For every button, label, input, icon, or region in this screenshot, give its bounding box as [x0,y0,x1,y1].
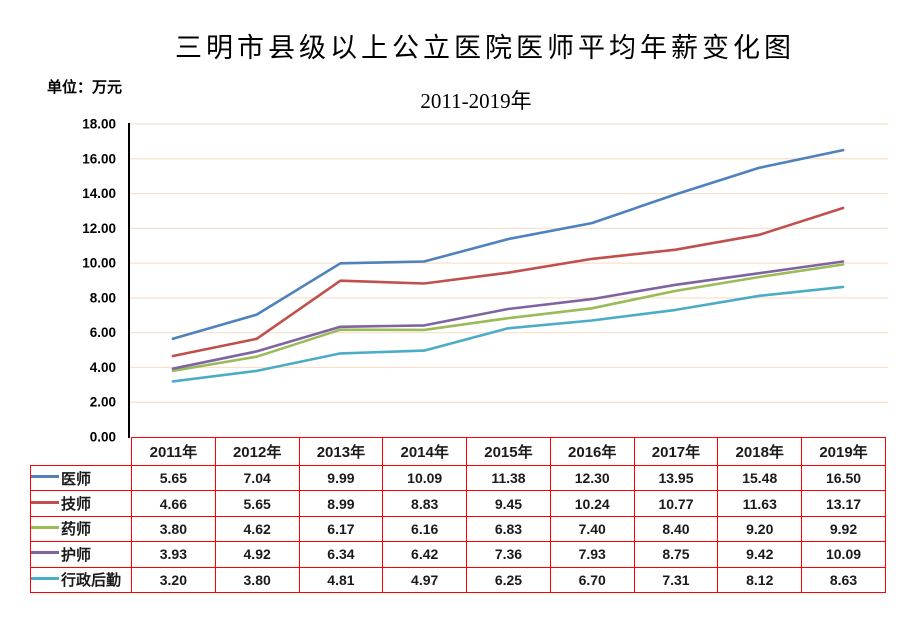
y-axis-tick-label: 16.00 [82,151,116,166]
value-cell: 11.38 [466,464,551,492]
data-table: 2011年 2012年 2013年 2014年 2015年 2016年 2017年 2018年… [30,437,886,593]
unit-label: 单位：万元 [47,79,123,96]
value-cell: 4.62 [214,515,300,543]
legend-label: 医师 [61,470,92,488]
chart-subtitle: 2011-2019年 [420,89,532,113]
y-axis-tick-label: 10.00 [82,256,116,271]
table-header-row: 2011年 2012年 2013年 2014年 2015年 2016年 2017年 2018年… [31,437,886,466]
legend-line-icon [31,576,59,580]
value-cell: 9.45 [466,490,551,517]
value-cell: 10.24 [549,490,635,517]
value-cell: 10.09 [382,464,468,492]
legend-cell-技师: 技师 [30,490,132,517]
value-cell: 4.81 [298,566,384,593]
legend-cell-药师: 药师 [30,515,132,543]
value-cell: 6.17 [298,515,384,543]
value-cell: 9.42 [717,541,803,568]
value-cell: 8.99 [298,490,384,517]
value-cell: 11.63 [717,490,803,517]
value-cell: 3.20 [131,566,216,593]
y-axis-tick-label: 8.00 [90,290,116,305]
year-header-cell: 2018年 [717,437,803,466]
year-header-cell: 2016年 [549,437,635,466]
value-cell: 7.93 [549,541,635,568]
series-line-护师 [171,260,845,371]
table-row: 医师 5.65 7.04 9.99 10.09 11.38 12.30 13.95 15.48 1… [30,464,886,492]
value-cell: 7.40 [549,515,635,543]
value-cell: 9.92 [801,515,886,543]
value-cell: 5.65 [214,490,300,517]
year-header-cell: 2015年 [466,437,551,466]
legend-line-icon [31,500,59,504]
value-cell: 7.31 [633,566,719,593]
value-cell: 6.70 [549,566,635,593]
year-header-cell: 2014年 [382,437,468,466]
value-cell: 9.20 [717,515,803,543]
legend-line-icon [31,551,59,555]
value-cell: 6.16 [382,515,468,543]
table-corner-cell [31,438,132,466]
year-header-cell: 2017年 [633,437,719,466]
y-axis-tick-label: 14.00 [82,186,116,201]
legend-label: 行政后勤 [61,572,122,590]
value-cell: 8.40 [633,515,719,543]
value-cell: 6.42 [382,541,468,568]
year-header-cell: 2019年 [801,437,886,466]
legend-label: 技师 [61,496,92,514]
value-cell: 3.80 [214,566,300,593]
value-cell: 7.04 [214,464,300,492]
year-header-cell: 2013年 [298,437,384,466]
value-cell: 13.17 [801,490,886,517]
value-cell: 8.75 [633,541,719,568]
value-cell: 9.99 [298,464,384,492]
value-cell: 12.30 [549,464,635,492]
value-cell: 13.95 [633,464,719,492]
value-cell: 7.36 [466,541,551,568]
legend-label: 护师 [61,546,92,564]
value-cell: 3.80 [131,515,216,543]
value-cell: 5.65 [131,464,216,492]
value-cell: 10.09 [801,541,886,568]
legend-label: 药师 [61,521,92,539]
series-line-医师 [171,148,845,341]
table-row: 技师 4.66 5.65 8.99 8.83 9.45 10.24 10.77 11.63 13.… [30,490,886,517]
legend-cell-行政后勤: 行政后勤 [30,566,132,593]
value-cell: 6.25 [466,566,551,593]
value-cell: 4.97 [382,566,468,593]
y-axis-tick-label: 12.00 [82,221,116,236]
value-cell: 16.50 [801,464,886,492]
value-cell: 6.83 [466,515,551,543]
value-cell: 6.34 [298,541,384,568]
value-cell: 15.48 [717,464,803,492]
chart-title: 三明市县级以上公立医院医师平均年薪变化图 [175,33,795,63]
series-line-行政后勤 [171,285,845,383]
table-row: 药师 3.80 4.62 6.17 6.16 6.83 7.40 8.40 9.20 9.92 [30,515,886,543]
value-cell: 10.77 [633,490,719,517]
value-cell: 8.63 [801,566,886,593]
value-cell: 4.92 [214,541,300,568]
year-header-cell: 2011年 [131,437,216,466]
value-cell: 8.83 [382,490,468,517]
value-cell: 4.66 [131,490,216,517]
value-cell: 3.93 [131,541,216,568]
legend-cell-医师: 医师 [30,464,132,492]
table-row: 行政后勤 3.20 3.80 4.81 4.97 6.25 6.70 7.31 8.12 8.63 [30,566,886,593]
legend-line-icon [31,525,59,529]
value-cell: 8.12 [717,566,803,593]
table-row: 护师 3.93 4.92 6.34 6.42 7.36 7.93 8.75 9.42 10.09 [30,541,886,568]
y-axis-tick-label: 2.00 [90,395,116,410]
series-line-技师 [171,206,845,358]
y-axis-tick-label: 4.00 [90,360,116,375]
series-line-药师 [171,263,845,373]
y-axis-tick-label: 18.00 [82,117,116,132]
y-axis-tick-label: 6.00 [90,325,116,340]
legend-cell-护师: 护师 [30,541,132,568]
y-axis-tick-label: 0.00 [90,430,116,445]
legend-line-icon [31,475,59,479]
year-header-cell: 2012年 [214,437,300,466]
